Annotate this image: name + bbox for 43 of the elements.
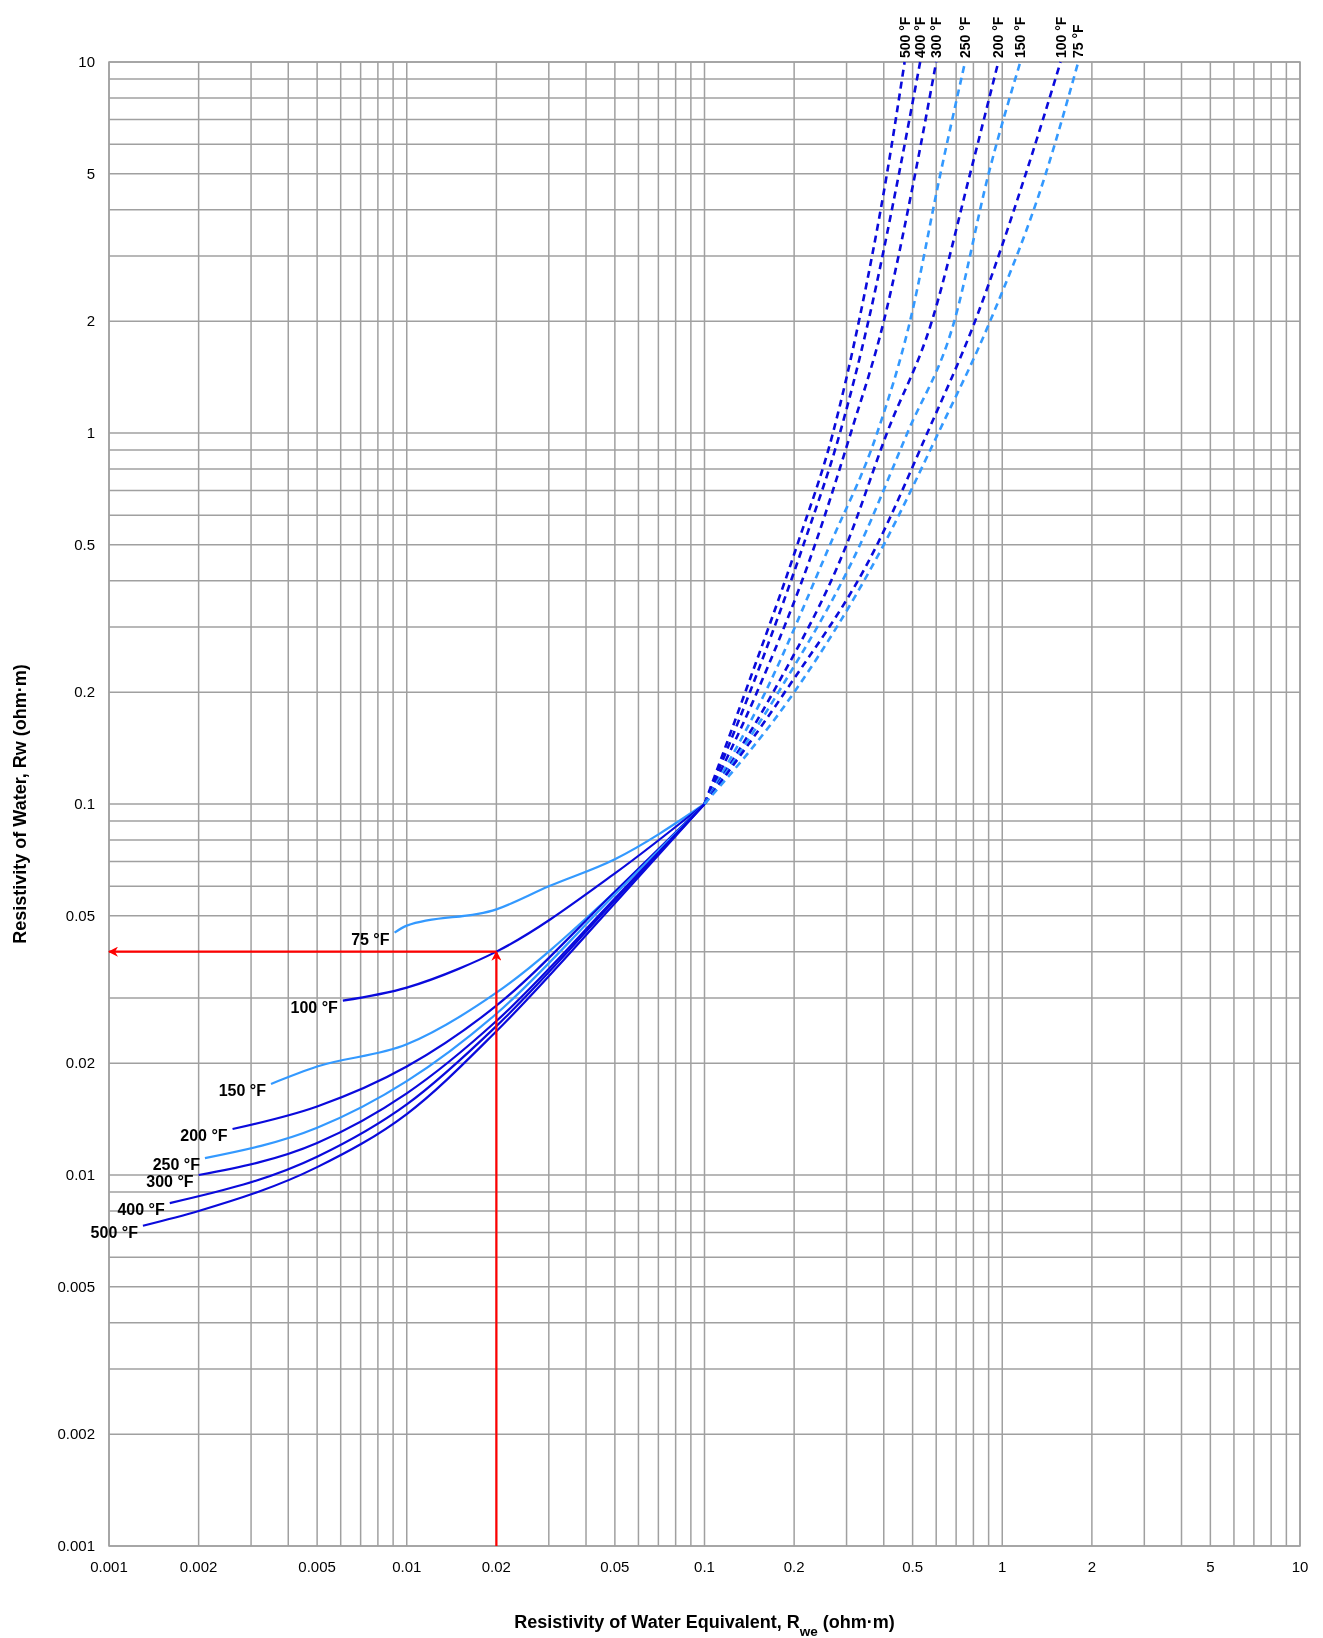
x-tick-label: 5 xyxy=(1206,1558,1215,1575)
series-label: 400 °F xyxy=(117,1201,165,1219)
text: 250 °F xyxy=(957,16,974,58)
x-tick-label: 0.01 xyxy=(392,1558,422,1575)
y-tick-label: 1 xyxy=(86,424,95,441)
y-tick-label: 0.02 xyxy=(65,1054,95,1072)
x-tick-label: 10 xyxy=(1291,1558,1309,1575)
series-label: 250 °F xyxy=(152,1156,201,1174)
y-tick-label: 0.05 xyxy=(65,906,95,924)
series-label: 500 °F xyxy=(90,1223,139,1241)
y-tick-label: 0.002 xyxy=(57,1425,95,1443)
x-tick-label: 0.02 xyxy=(481,1558,511,1575)
y-axis-title: Resistivity of Water, Rw (ohm·m) xyxy=(10,664,30,944)
y-tick-label: 0.01 xyxy=(65,1166,95,1183)
text: 75 °F xyxy=(1070,23,1087,58)
y-tick-label: 0.1 xyxy=(74,795,95,812)
x-tick-label: 0.2 xyxy=(783,1558,805,1575)
text: 150 °F xyxy=(1012,16,1029,58)
series-label: 200 °F xyxy=(180,1127,228,1145)
text: 100 °F xyxy=(1052,16,1069,58)
text: 200 °F xyxy=(990,16,1007,58)
y-tick-label: 5 xyxy=(86,164,95,182)
x-tick-label: 0.1 xyxy=(694,1558,715,1575)
y-tick-label: 2 xyxy=(86,312,95,330)
text: 500 °F xyxy=(896,16,913,58)
series-label: 75 °F xyxy=(351,930,390,948)
y-tick-label: 0.001 xyxy=(57,1537,95,1554)
x-tick-label: 0.05 xyxy=(600,1558,630,1575)
x-tick-label: 0.002 xyxy=(179,1558,218,1575)
series-label: 300 °F xyxy=(146,1173,194,1190)
x-axis-title: Resistivity of Water Equivalent, R$_{we}$ (ohm·m) xyxy=(514,1612,895,1638)
x-tick-label: 0.5 xyxy=(902,1558,924,1575)
x-tick-label: 0.005 xyxy=(298,1558,336,1575)
series-label: 150 °F xyxy=(218,1081,267,1099)
x-tick-label: 2 xyxy=(1087,1558,1097,1575)
y-tick-label: 0.5 xyxy=(74,535,95,553)
x-tick-label: 1 xyxy=(998,1558,1007,1575)
y-tick-label: 10 xyxy=(78,53,95,70)
y-tick-label: 0.005 xyxy=(57,1277,95,1295)
text: 400 °F xyxy=(912,16,929,58)
text: 300 °F xyxy=(928,16,945,58)
series-label: 100 °F xyxy=(290,998,339,1016)
y-tick-label: 0.2 xyxy=(74,683,95,701)
